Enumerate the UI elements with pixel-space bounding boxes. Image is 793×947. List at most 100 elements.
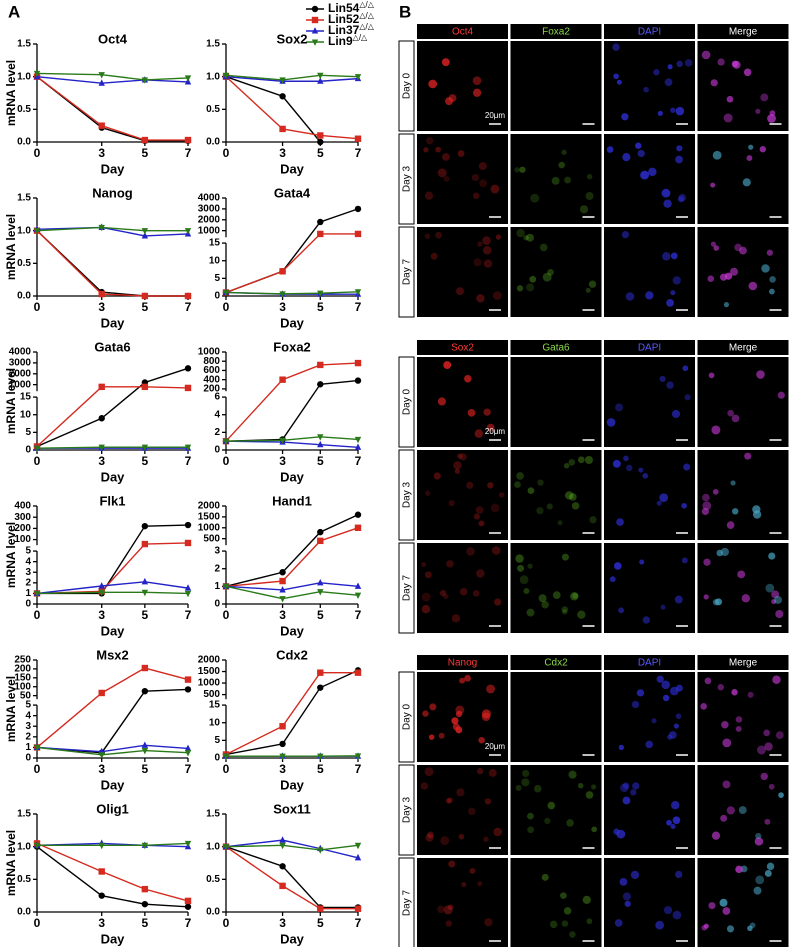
series-line (36, 591, 189, 595)
row-label: Day 0 (402, 389, 413, 416)
y-tick-label: 0.0 (17, 291, 31, 302)
cell-nucleus (636, 689, 645, 697)
micrograph (510, 765, 602, 855)
y-tick-label: 10 (209, 717, 221, 728)
cell-nucleus (621, 113, 629, 121)
y-tick-label: 4 (214, 409, 220, 420)
cell-nucleus (666, 819, 672, 826)
cell-nucleus (467, 408, 476, 417)
y-tick-label: 0.0 (206, 137, 220, 148)
marker (141, 232, 149, 239)
cell-nucleus (678, 193, 687, 202)
row-label-box (398, 356, 415, 448)
cell-nucleus (558, 108, 567, 117)
cell-nucleus (424, 191, 434, 200)
marker (354, 592, 362, 600)
y-tick-label: 150 (14, 672, 31, 683)
chart-title: Hand1 (272, 493, 312, 508)
cell-nucleus (492, 291, 502, 301)
x-tick-label: 7 (185, 146, 192, 160)
series-line (36, 842, 189, 848)
marker (184, 676, 192, 683)
marker (279, 577, 286, 585)
cell-nucleus (585, 791, 594, 799)
cell-nucleus (527, 487, 535, 495)
micrograph (697, 765, 789, 855)
marker (184, 590, 192, 598)
marker (279, 93, 286, 100)
cell-nucleus (529, 728, 537, 736)
micrograph (604, 357, 695, 447)
cell-nucleus (730, 480, 736, 486)
x-tick-label: 5 (317, 300, 324, 314)
x-tick-label: 5 (317, 454, 324, 468)
cell-nucleus (591, 826, 598, 833)
cell-nucleus (768, 288, 775, 295)
cell-nucleus (777, 391, 785, 399)
cell-nucleus (425, 833, 434, 842)
marker (354, 669, 362, 676)
cell-nucleus (456, 287, 464, 296)
y-tick-label: 3 (25, 721, 31, 732)
marker (317, 77, 324, 84)
y-tick-label: 2 (25, 577, 31, 588)
series-line (225, 291, 359, 295)
x-tick-label: 3 (279, 762, 286, 776)
x-tick-label: 3 (98, 146, 105, 160)
cell-nucleus (421, 592, 431, 602)
cell-nucleus (609, 576, 616, 583)
cell-nucleus (648, 167, 657, 177)
chart-title: Flk1 (99, 493, 125, 508)
cell-nucleus (421, 561, 427, 568)
cell-nucleus (494, 598, 502, 606)
cell-nucleus (523, 235, 529, 241)
cell-nucleus (670, 252, 678, 260)
marker (317, 669, 324, 676)
cell-nucleus (717, 683, 724, 691)
marker (279, 753, 286, 761)
cell-nucleus (653, 69, 660, 76)
cell-nucleus (622, 153, 631, 162)
marker (279, 740, 286, 748)
y-tick-label: 2000 (198, 214, 221, 225)
x-tick-label: 5 (142, 300, 149, 314)
cell-nucleus (451, 717, 459, 725)
cell-nucleus (491, 546, 501, 555)
cell-nucleus (517, 564, 525, 572)
marker (279, 882, 286, 890)
cell-nucleus (542, 272, 552, 282)
row-label: Day 7 (402, 575, 413, 602)
cell-nucleus (433, 472, 441, 480)
cell-nucleus (726, 925, 735, 933)
series-line (36, 581, 189, 595)
cell-nucleus (584, 455, 593, 464)
series-line (225, 671, 358, 756)
cell-nucleus (722, 780, 731, 789)
cell-nucleus (720, 814, 728, 822)
cell-nucleus (547, 383, 553, 389)
marker (317, 381, 324, 388)
marker (184, 744, 192, 752)
cell-nucleus (586, 173, 593, 180)
cell-nucleus (493, 827, 502, 837)
cell-nucleus (651, 718, 657, 724)
cell-nucleus (564, 491, 574, 500)
cell-nucleus (430, 252, 438, 260)
cell-nucleus (551, 176, 560, 185)
cell-nucleus (707, 275, 715, 282)
y-tick-label: 5 (25, 427, 31, 438)
x-axis-label: Day (101, 623, 126, 638)
cell-nucleus (423, 147, 429, 153)
channel-header (417, 24, 508, 39)
cell-nucleus (618, 744, 625, 751)
marker (98, 79, 105, 86)
cell-nucleus (521, 778, 530, 787)
legend-label: Lin54△/△ (328, 0, 375, 15)
cell-nucleus (466, 481, 474, 489)
scale-label: 20μm (485, 111, 506, 120)
cell-nucleus (464, 374, 472, 383)
y-tick-label: 5 (25, 700, 31, 711)
cell-nucleus (561, 149, 567, 155)
micrograph (604, 543, 695, 633)
marker (317, 218, 324, 226)
